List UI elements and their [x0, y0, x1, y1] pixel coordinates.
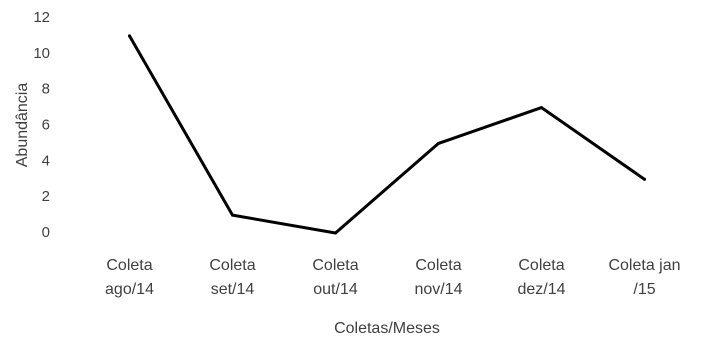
x-category-label: Coleta dez/14 [517, 257, 565, 298]
x-category-label-line: Coleta [312, 257, 358, 274]
x-category-label: Coleta ago/14 [105, 257, 154, 298]
series-group [128, 34, 646, 235]
x-category-label-line: Coleta [518, 257, 564, 274]
x-category-label-line: /15 [633, 281, 655, 298]
x-category-label: Coleta set/14 [209, 257, 255, 298]
data-point [231, 213, 234, 217]
data-point [437, 141, 440, 145]
x-category-label-line: ago/14 [105, 281, 154, 298]
x-category-label-line: Coleta [415, 257, 461, 274]
data-point [334, 231, 337, 235]
y-tick-label: 8 [42, 81, 50, 98]
x-axis-title: Coletas/Meses [334, 320, 440, 337]
x-category-label-line: Coleta [209, 257, 255, 274]
x-category-label: Coleta jan/15 [608, 257, 680, 298]
y-tick-label: 2 [42, 188, 50, 205]
x-category-label: Coleta out/14 [312, 257, 358, 298]
y-tick-label: 12 [33, 9, 50, 26]
x-category-label-line: Coleta jan [608, 257, 680, 274]
data-point [540, 106, 543, 110]
x-category-label-line: nov/14 [414, 281, 462, 298]
y-axis-title: Abundância [14, 83, 31, 168]
y-tick-label: 0 [42, 224, 50, 241]
series-line [128, 34, 646, 235]
y-tick-label: 4 [42, 152, 50, 169]
x-category-label-line: Coleta [106, 257, 152, 274]
x-category-label-line: set/14 [211, 281, 255, 298]
y-tick-label: 6 [42, 116, 50, 133]
x-category-label: Coleta nov/14 [414, 257, 462, 298]
y-tick-label: 10 [33, 45, 50, 62]
data-point [128, 34, 131, 38]
data-point [643, 177, 646, 181]
y-axis-ticks: 0 2 4 6 8 10 12 [33, 9, 50, 241]
x-category-label-line: dez/14 [517, 281, 565, 298]
x-category-label-line: out/14 [313, 281, 358, 298]
